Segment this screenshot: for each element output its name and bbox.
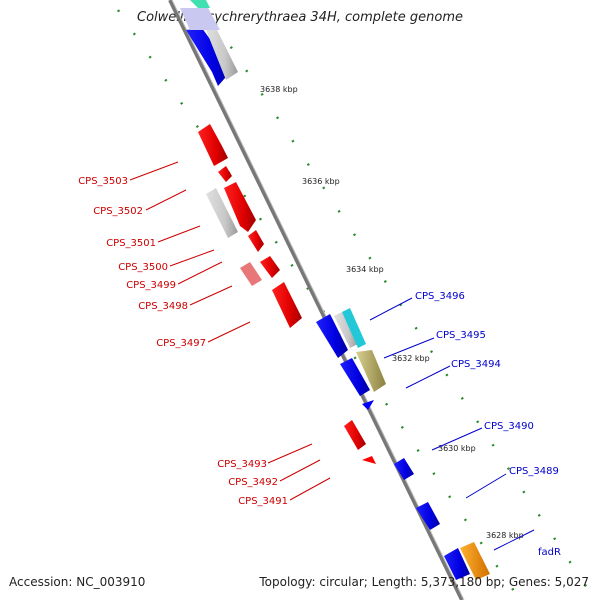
kbp-tick-label: 3638 kbp — [260, 85, 298, 94]
left-gene-label[interactable]: CPS_3500 — [118, 262, 168, 273]
gene-small-red-1 — [218, 166, 232, 182]
left-gene-label[interactable]: CPS_3492 — [228, 477, 278, 488]
right-gene-label[interactable]: CPS_3494 — [451, 359, 501, 370]
gene-cps-3501 — [224, 182, 256, 232]
right-gene-label[interactable]: CPS_3496 — [415, 291, 465, 302]
left-leader-lines — [129, 161, 331, 501]
kbp-tick-label: 3632 kbp — [392, 354, 430, 363]
gene-cps-3496 — [316, 314, 348, 358]
left-gene-label[interactable]: CPS_3498 — [138, 301, 188, 312]
genome-backbone — [168, 0, 464, 600]
kbp-tick-label: 3634 kbp — [346, 265, 384, 274]
gene-cps-3499 — [240, 262, 262, 286]
gene-cps-3492 — [362, 456, 376, 464]
gene-fadR — [460, 542, 490, 580]
gene-cps-3493 — [344, 420, 366, 450]
left-gene-label[interactable]: CPS_3497 — [156, 338, 206, 349]
gene-cps-3498 — [260, 256, 280, 278]
left-gene-label[interactable]: CPS_3501 — [106, 238, 156, 249]
gene-cps-3489 — [416, 502, 440, 530]
kbp-tick-label: 3628 kbp — [486, 531, 524, 540]
topology-text: Topology: circular; Length: 5,373,180 bp… — [258, 575, 589, 589]
gene-cps-3497 — [272, 282, 302, 328]
left-gene-label[interactable]: CPS_3503 — [78, 176, 128, 187]
map-title: Colwellia psychrerythraea 34H, complete … — [137, 10, 463, 25]
gene-gray-top — [206, 28, 238, 80]
gene-cps-3490 — [394, 458, 414, 480]
accession-text: Accession: NC_003910 — [9, 575, 145, 589]
left-gene-label[interactable]: CPS_3502 — [93, 206, 143, 217]
gene-cps-3502-gray — [206, 188, 238, 238]
kbp-tick-label: 3636 kbp — [302, 177, 340, 186]
right-gene-label[interactable]: CPS_3489 — [509, 466, 559, 477]
gene-lavender-top — [180, 8, 220, 30]
gene-gray-mid — [334, 312, 358, 348]
left-gene-label[interactable]: CPS_3491 — [238, 496, 288, 507]
right-gene-label[interactable]: fadR — [538, 547, 561, 558]
gene-blue-top — [186, 28, 232, 86]
gene-olive — [356, 350, 386, 392]
left-gene-label[interactable]: CPS_3499 — [126, 280, 176, 291]
gene-teal — [190, 0, 210, 8]
right-gene-label[interactable]: CPS_3490 — [484, 421, 534, 432]
gene-small-blue — [362, 400, 374, 410]
gene-cps-3503 — [198, 124, 228, 166]
gene-cps-3495 — [342, 308, 366, 348]
right-gene-label[interactable]: CPS_3495 — [436, 330, 486, 341]
kbp-tick-label: 3630 kbp — [438, 444, 476, 453]
gene-fadR-blue — [444, 548, 470, 580]
gene-cps-3494 — [340, 358, 370, 396]
left-gene-label[interactable]: CPS_3493 — [217, 459, 267, 470]
right-leader-lines — [369, 297, 535, 551]
gene-cps-3500 — [248, 230, 264, 252]
genome-backbone-highlight — [171, 0, 465, 600]
